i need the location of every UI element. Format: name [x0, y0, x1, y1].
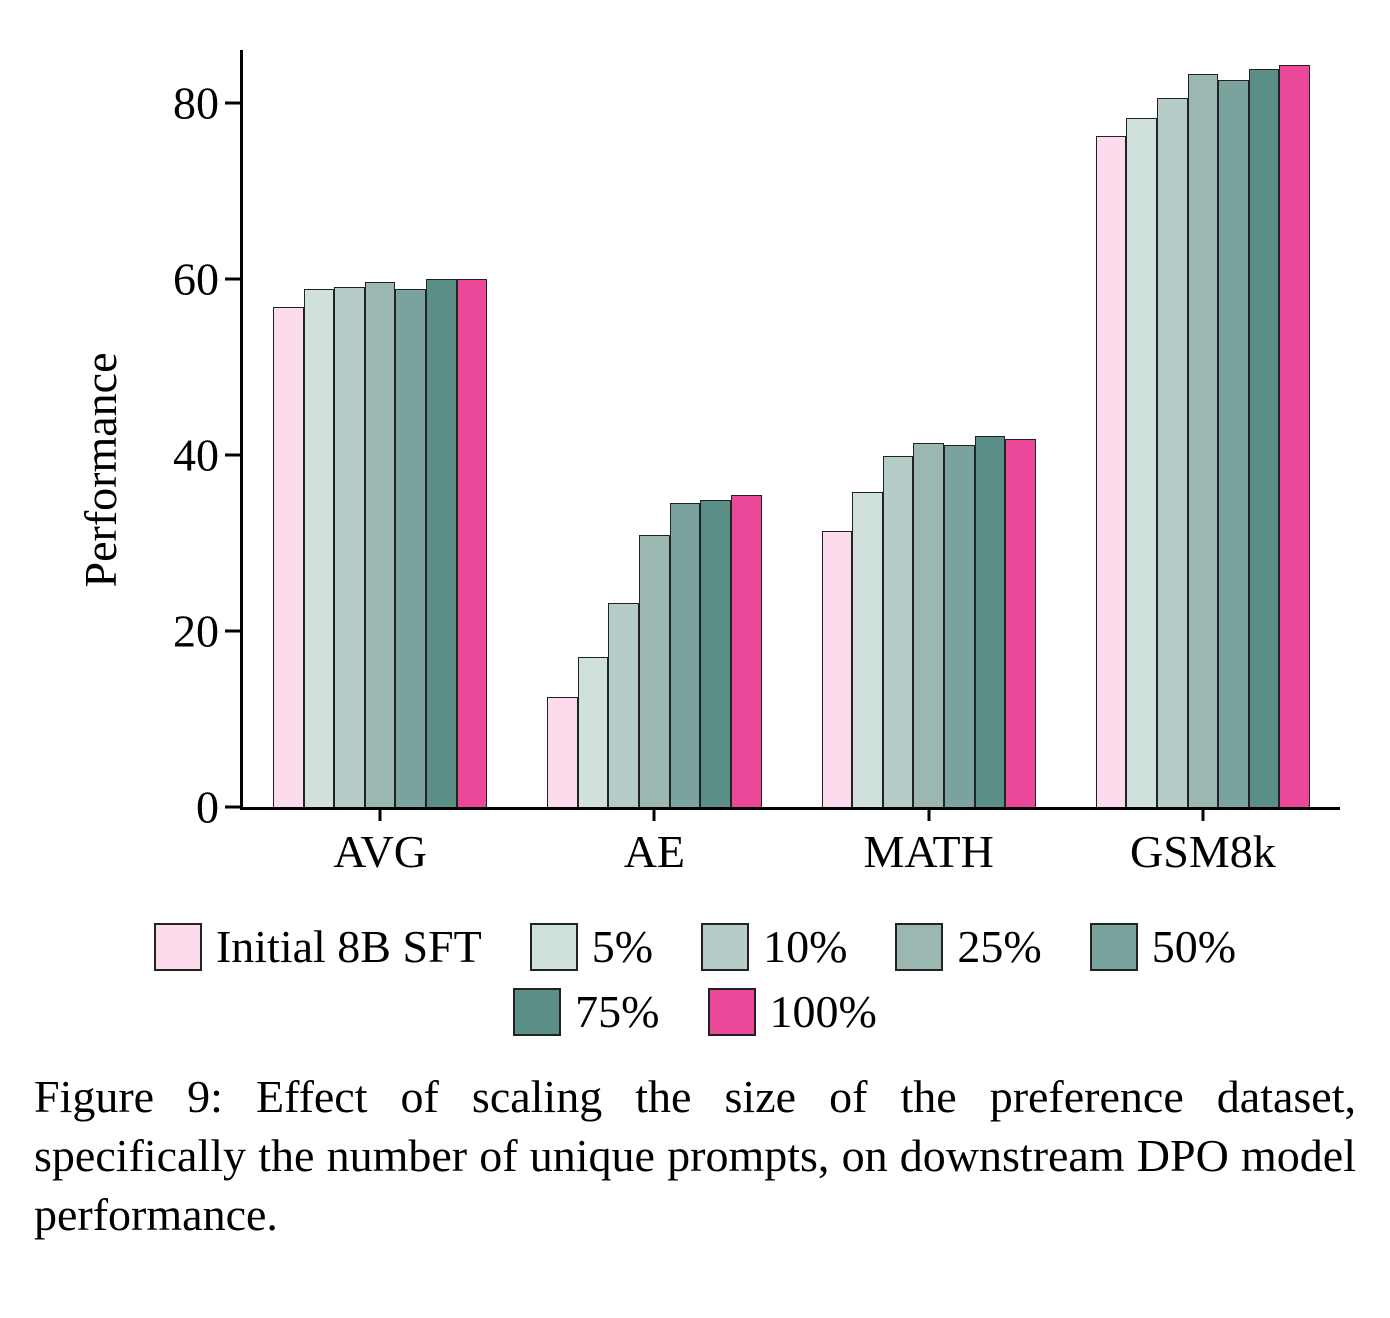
legend-item: 25% [895, 920, 1041, 973]
y-tick-label: 0 [196, 781, 219, 834]
y-tick [225, 806, 243, 809]
legend: Initial 8B SFT 5% 10% 25% 50% 75% 100% [70, 920, 1320, 1038]
legend-label: Initial 8B SFT [216, 920, 482, 973]
figure-caption: Figure 9: Effect of scaling the size of … [34, 1068, 1356, 1245]
bar [426, 279, 457, 807]
x-tick [653, 807, 656, 821]
bar [334, 287, 365, 807]
legend-swatch [708, 988, 756, 1036]
legend-item: 50% [1090, 920, 1236, 973]
x-tick [927, 807, 930, 821]
bar [608, 603, 639, 807]
legend-swatch [154, 923, 202, 971]
x-tick-label: AE [624, 825, 685, 878]
bar-groups: AVG AE MATH GSM8k [243, 50, 1340, 807]
bar [1096, 136, 1127, 807]
bar-group: MATH [822, 50, 1036, 807]
bar [822, 531, 853, 807]
y-tick-label: 20 [173, 604, 219, 657]
bar [1005, 439, 1036, 807]
bar-group: AE [547, 50, 761, 807]
bar [731, 495, 762, 807]
legend-item: 10% [701, 920, 847, 973]
bar-group: AVG [273, 50, 487, 807]
legend-swatch [895, 923, 943, 971]
plot-area: AVGAEMATHGSM8k 020406080 [240, 50, 1340, 810]
legend-label: 75% [575, 985, 659, 1038]
bar [547, 697, 578, 807]
legend-label: 5% [592, 920, 653, 973]
bar [944, 445, 975, 807]
bar [975, 436, 1006, 807]
x-tick-label: MATH [863, 825, 993, 878]
legend-swatch [530, 923, 578, 971]
legend-item: 75% [513, 985, 659, 1038]
bar [1279, 65, 1310, 807]
legend-swatch [513, 988, 561, 1036]
legend-label: 50% [1152, 920, 1236, 973]
legend-swatch [1090, 923, 1138, 971]
bar [1126, 118, 1157, 807]
bar [457, 279, 488, 807]
bar [670, 503, 701, 807]
legend-item: 5% [530, 920, 653, 973]
bar [273, 307, 304, 807]
bar [1218, 80, 1249, 807]
x-tick-label: AVG [333, 825, 427, 878]
legend-label: 10% [763, 920, 847, 973]
bar [578, 657, 609, 807]
bar [883, 456, 914, 807]
y-tick [225, 101, 243, 104]
x-tick-label: GSM8k [1130, 825, 1276, 878]
bar [700, 500, 731, 807]
y-tick [225, 277, 243, 280]
y-tick-label: 60 [173, 252, 219, 305]
y-tick [225, 453, 243, 456]
y-axis-label: Performance [74, 353, 127, 588]
bar-group: GSM8k [1096, 50, 1310, 807]
x-tick [1201, 807, 1204, 821]
y-tick [225, 629, 243, 632]
figure: Performance AVG AE MATH GSM8k 0 20 40 60 80 Ini… [30, 30, 1360, 1245]
legend-label: 100% [770, 985, 877, 1038]
bar [1188, 74, 1219, 807]
bar [852, 492, 883, 807]
x-tick [379, 807, 382, 821]
chart: Performance AVG AE MATH GSM8k 0 20 40 60 80 [30, 30, 1360, 910]
bar [1249, 69, 1280, 807]
legend-item: 100% [708, 985, 877, 1038]
bar [304, 289, 335, 807]
legend-swatch [701, 923, 749, 971]
legend-label: 25% [957, 920, 1041, 973]
bar [913, 443, 944, 807]
y-tick-label: 40 [173, 428, 219, 481]
y-tick-label: 80 [173, 76, 219, 129]
bar [1157, 98, 1188, 807]
bar [639, 535, 670, 807]
bar [365, 282, 396, 807]
legend-item: Initial 8B SFT [154, 920, 482, 973]
bar [395, 289, 426, 807]
